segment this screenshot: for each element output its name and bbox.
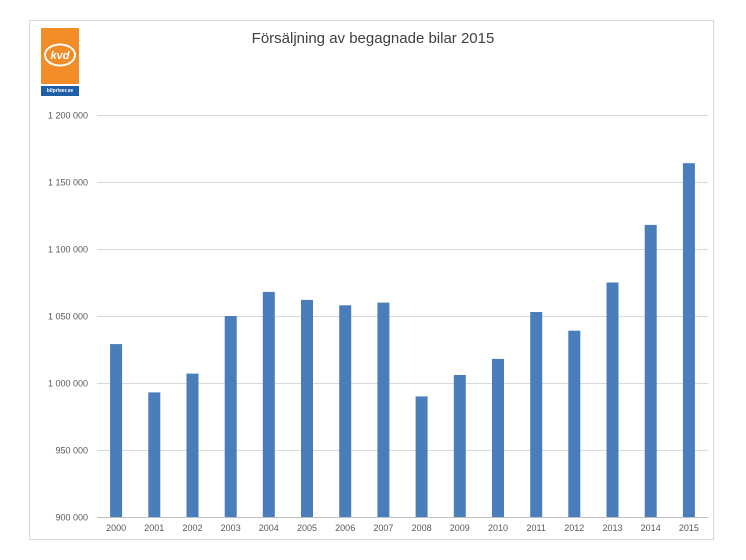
bar-2003 <box>224 316 237 517</box>
x-tick-label: 2006 <box>335 523 355 533</box>
bar-2007 <box>377 302 390 517</box>
svg-text:kvd: kvd <box>51 50 70 62</box>
y-axis-tick-labels: 900 000 950 000 1 000 000 1 050 000 1 100 00… <box>48 111 88 523</box>
y-tick-label: 900 000 <box>55 513 88 523</box>
x-tick-label: 2004 <box>259 523 279 533</box>
y-tick-label: 1 100 000 <box>48 245 88 255</box>
x-tick-label: 2005 <box>297 523 317 533</box>
logo-caption: bilpriser.se <box>41 86 79 96</box>
y-tick-label: 1 200 000 <box>48 111 88 121</box>
x-tick-label: 2001 <box>144 523 164 533</box>
x-axis-tick-labels: 2000 2001 2002 2003 2004 2005 2006 2007 2008 2009… <box>106 523 699 533</box>
y-tick-label: 950 000 <box>55 446 88 456</box>
logo-badge: kvd <box>41 28 79 84</box>
x-tick-label: 2012 <box>564 523 584 533</box>
bar-2002 <box>186 373 199 517</box>
bar-2006 <box>339 305 352 517</box>
bar-2013 <box>606 282 619 517</box>
y-tick-label: 1 000 000 <box>48 379 88 389</box>
y-tick-label: 1 150 000 <box>48 178 88 188</box>
bar-2008 <box>415 396 428 517</box>
x-tick-label: 2013 <box>602 523 622 533</box>
bar-2010 <box>492 358 504 517</box>
bar-2011 <box>530 312 543 517</box>
kvd-logo-mark: kvd <box>44 43 76 67</box>
bar-2004 <box>262 291 275 517</box>
x-tick-label: 2014 <box>641 523 661 533</box>
x-tick-label: 2000 <box>106 523 126 533</box>
gridlines <box>97 115 708 518</box>
bar-2009 <box>453 375 466 517</box>
x-tick-label: 2010 <box>488 523 508 533</box>
x-tick-label: 2002 <box>182 523 202 533</box>
bar-2015 <box>682 163 695 517</box>
chart-title: Försäljning av begagnade bilar 2015 <box>251 30 495 47</box>
kvd-logo: kvd bilpriser.se <box>41 28 79 96</box>
bars <box>110 163 695 517</box>
bar-2012 <box>568 330 581 517</box>
chart-frame <box>29 20 714 540</box>
x-tick-label: 2009 <box>450 523 470 533</box>
x-tick-label: 2008 <box>412 523 432 533</box>
bar-2005 <box>301 299 313 517</box>
x-tick-label: 2015 <box>679 523 699 533</box>
y-tick-label: 1 050 000 <box>48 312 88 322</box>
x-tick-label: 2003 <box>221 523 241 533</box>
bar-2000 <box>110 344 123 517</box>
x-tick-label: 2011 <box>527 523 546 533</box>
bar-2001 <box>148 392 161 517</box>
bar-2014 <box>644 224 657 517</box>
x-tick-label: 2007 <box>373 523 393 533</box>
